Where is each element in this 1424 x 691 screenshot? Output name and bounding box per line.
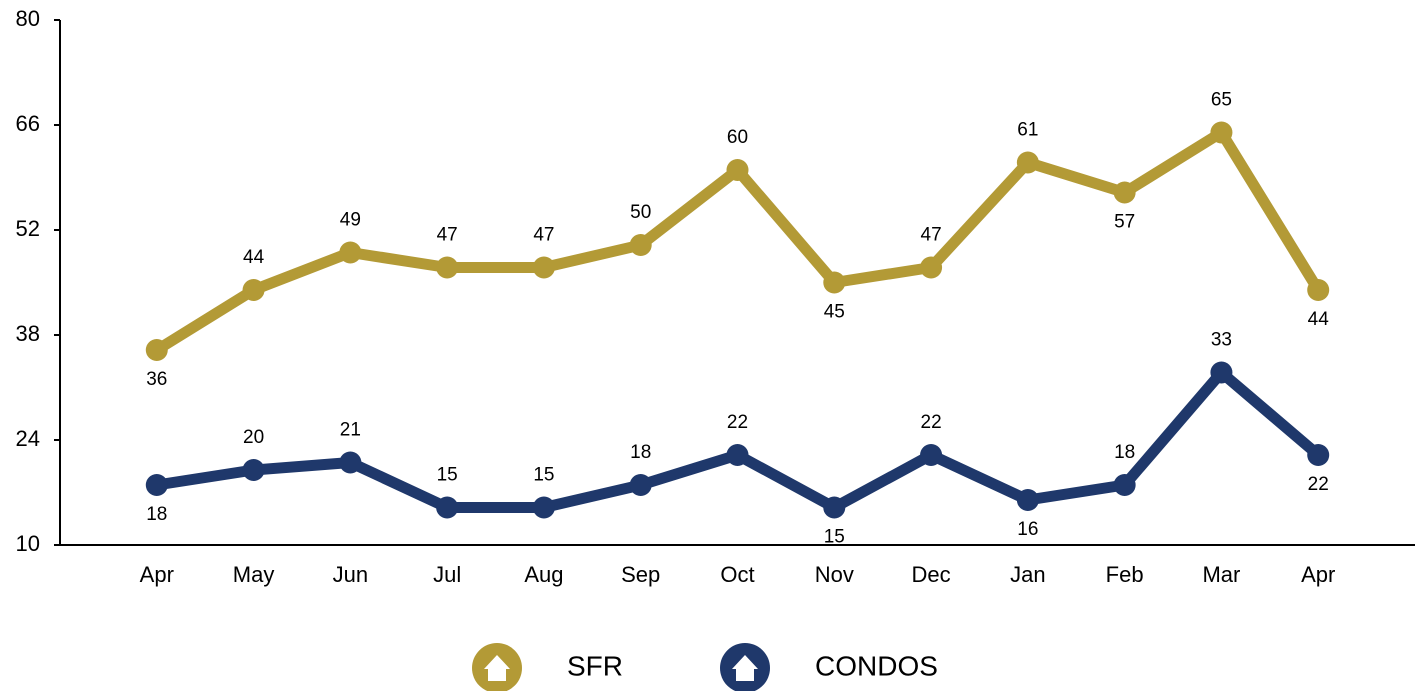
x-tick-label: May [233,562,275,587]
data-label: 20 [243,427,264,448]
point [339,241,362,264]
data-label: 15 [437,465,458,486]
y-tick-label: 24 [16,426,40,451]
x-tick-label: Jun [333,562,368,587]
x-tick-label: Apr [1301,562,1335,587]
x-tick-label: Mar [1202,562,1240,587]
point [823,496,846,519]
data-label: 61 [1017,120,1038,141]
point [145,339,168,361]
y-tick-label: 80 [16,6,40,31]
x-tick-label: Dec [912,562,951,587]
x-tick-label: Aug [524,562,563,587]
legend-house [484,655,510,681]
point [1016,489,1039,511]
point [1307,279,1330,301]
point [532,496,555,519]
data-label: 49 [340,210,361,231]
y-tick-label: 10 [16,531,40,556]
point [920,444,943,466]
data-label: 47 [437,225,458,246]
point [339,451,362,474]
point [726,159,749,181]
point [532,256,555,279]
data-label: 36 [146,369,167,390]
legend: SFR CONDOS [472,643,938,691]
x-tick-label: Sep [621,562,660,587]
data-label: 21 [340,420,361,441]
data-label: 45 [824,302,845,323]
data-label: 16 [1017,519,1038,540]
data-label: 15 [533,465,554,486]
data-label: 65 [1211,90,1232,111]
x-tick-label: Jul [433,562,461,587]
point [823,271,846,294]
data-label: 47 [921,225,942,246]
data-label: 22 [1308,474,1329,495]
point [145,474,168,496]
point [1113,474,1136,496]
data-label: 18 [630,442,651,463]
point [1113,181,1136,204]
point [1210,361,1233,384]
point [1210,121,1233,144]
x-tick-label: Jan [1010,562,1045,587]
point [1016,151,1039,174]
data-label: 47 [533,225,554,246]
data-label: 44 [243,247,265,268]
data-label: 50 [630,202,651,223]
data-label: 44 [1308,309,1330,330]
point [629,474,652,496]
data-label: 22 [921,412,942,433]
data-label: 60 [727,127,748,148]
point [629,234,652,256]
x-tick-label: Nov [815,562,854,587]
point [436,496,459,519]
x-tick-label: Feb [1106,562,1144,587]
legend-house [732,655,758,681]
point [242,279,265,301]
data-label: 57 [1114,212,1135,233]
x-tick-label: Oct [720,562,754,587]
point [920,256,943,279]
point [1307,444,1330,466]
legend-label: CONDOS [815,650,938,681]
series-line [155,367,1322,513]
data-label: 33 [1211,330,1232,351]
x-tick-label: Apr [140,562,174,587]
data-label: 15 [824,527,845,548]
y-tick-label: 38 [16,321,40,346]
point [242,459,265,481]
data-label: 22 [727,412,748,433]
point [726,444,749,466]
data-label: 18 [146,504,167,525]
y-tick-label: 52 [16,216,40,241]
data-label: 18 [1114,442,1135,463]
point [436,256,459,279]
legend-label: SFR [567,650,623,681]
y-tick-label: 66 [16,111,40,136]
